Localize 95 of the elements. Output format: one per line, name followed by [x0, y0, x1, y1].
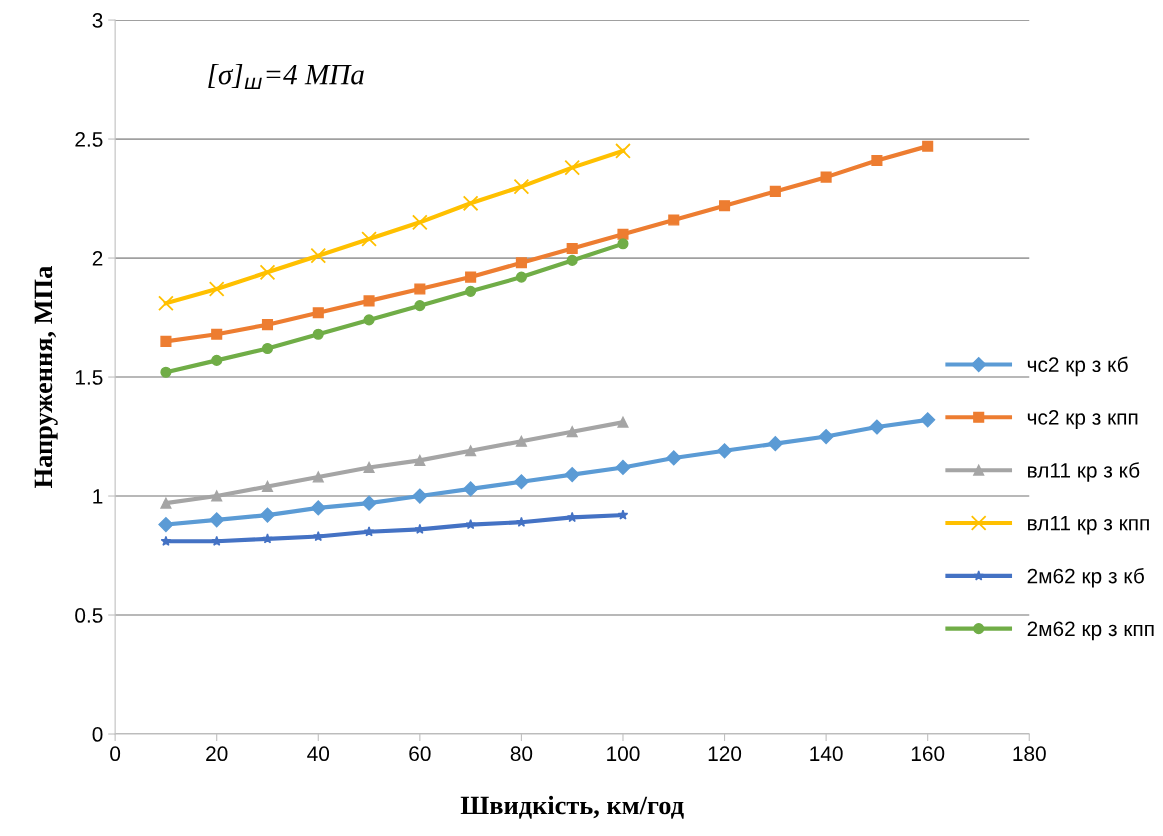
- point: [361, 231, 377, 247]
- point: [262, 533, 273, 544]
- x-tick-label: 100: [607, 746, 640, 762]
- point: [566, 242, 578, 255]
- legend-label: вл11 кр з кб: [1028, 462, 1140, 482]
- point: [363, 461, 375, 474]
- point: [465, 519, 476, 530]
- point: [361, 495, 377, 511]
- point: [465, 271, 477, 283]
- point: [820, 171, 832, 183]
- point: [209, 512, 225, 528]
- point: [617, 228, 629, 240]
- point: [465, 285, 477, 297]
- point: [564, 467, 580, 483]
- y-tick-label: 0: [92, 727, 103, 742]
- x-tick-label: 20: [206, 746, 228, 762]
- point: [261, 342, 274, 355]
- point: [211, 354, 223, 366]
- point: [668, 214, 680, 226]
- point: [310, 247, 327, 264]
- point: [922, 140, 934, 152]
- point: [208, 281, 225, 297]
- x-tick-label: 0: [110, 746, 121, 762]
- point: [566, 426, 578, 438]
- y-tick-label: 2: [92, 251, 103, 266]
- point: [261, 319, 274, 331]
- point: [463, 481, 479, 497]
- x-tick-label: 160: [911, 746, 945, 762]
- point: [515, 271, 527, 283]
- point: [617, 416, 629, 428]
- point: [160, 535, 172, 546]
- point: [769, 185, 781, 197]
- point: [615, 143, 631, 159]
- legend-label: чс2 кр з кб: [1027, 356, 1128, 377]
- point: [259, 507, 276, 523]
- point: [767, 436, 783, 452]
- point: [414, 283, 426, 295]
- point: [312, 307, 324, 319]
- point: [363, 295, 375, 307]
- x-tick-label: 40: [307, 746, 330, 762]
- point: [566, 254, 578, 266]
- legend-label: 2м62 кр з кпп: [1027, 621, 1154, 641]
- point: [363, 314, 375, 326]
- y-tick-label: 2.5: [75, 132, 103, 147]
- point: [312, 530, 324, 542]
- point: [617, 238, 629, 250]
- point: [666, 450, 682, 466]
- point: [310, 500, 326, 516]
- point: [160, 497, 172, 509]
- x-tick-label: 180: [1013, 746, 1046, 762]
- y-axis-title: Напруження, МПа: [34, 266, 58, 488]
- point: [211, 490, 223, 502]
- point: [259, 264, 276, 281]
- x-tick-label: 140: [810, 746, 843, 762]
- point: [160, 335, 172, 347]
- y-tick-label: 1.5: [75, 370, 103, 385]
- x-axis-title: Швидкість, км/год: [460, 795, 684, 819]
- point: [414, 454, 426, 466]
- point: [615, 459, 631, 476]
- x-tick-label: 120: [708, 746, 742, 762]
- point: [564, 159, 581, 176]
- legend-label: 2м62 кр з кб: [1027, 567, 1144, 588]
- point: [312, 328, 324, 340]
- point: [920, 412, 936, 428]
- point: [566, 511, 578, 523]
- point: [818, 428, 834, 445]
- point: [158, 517, 174, 533]
- point: [261, 480, 274, 493]
- point: [718, 200, 731, 212]
- point: [465, 445, 477, 457]
- y-tick-label: 3: [92, 13, 103, 28]
- legend-label: чс2 кр з кпп: [1027, 410, 1138, 429]
- point: [411, 214, 428, 231]
- x-tick-label: 80: [510, 746, 533, 762]
- y-tick-label: 0.5: [75, 608, 103, 623]
- point: [871, 154, 883, 167]
- point: [363, 526, 375, 537]
- point: [513, 178, 530, 195]
- annotation: [σ]$_{ш}$=4 МПа: [208, 63, 364, 89]
- point: [312, 471, 324, 483]
- point: [412, 488, 428, 504]
- x-tick-label: 60: [409, 746, 431, 762]
- legend-label: вл11 кр з кпп: [1028, 515, 1149, 535]
- point: [160, 366, 172, 378]
- point: [513, 474, 529, 490]
- point: [515, 435, 527, 447]
- point: [158, 295, 174, 312]
- point: [617, 509, 629, 520]
- point: [462, 195, 479, 212]
- point: [515, 257, 527, 269]
- point: [716, 443, 733, 459]
- point: [414, 300, 426, 312]
- y-tick-label: 1: [93, 489, 103, 504]
- point: [869, 419, 885, 435]
- point: [211, 328, 223, 340]
